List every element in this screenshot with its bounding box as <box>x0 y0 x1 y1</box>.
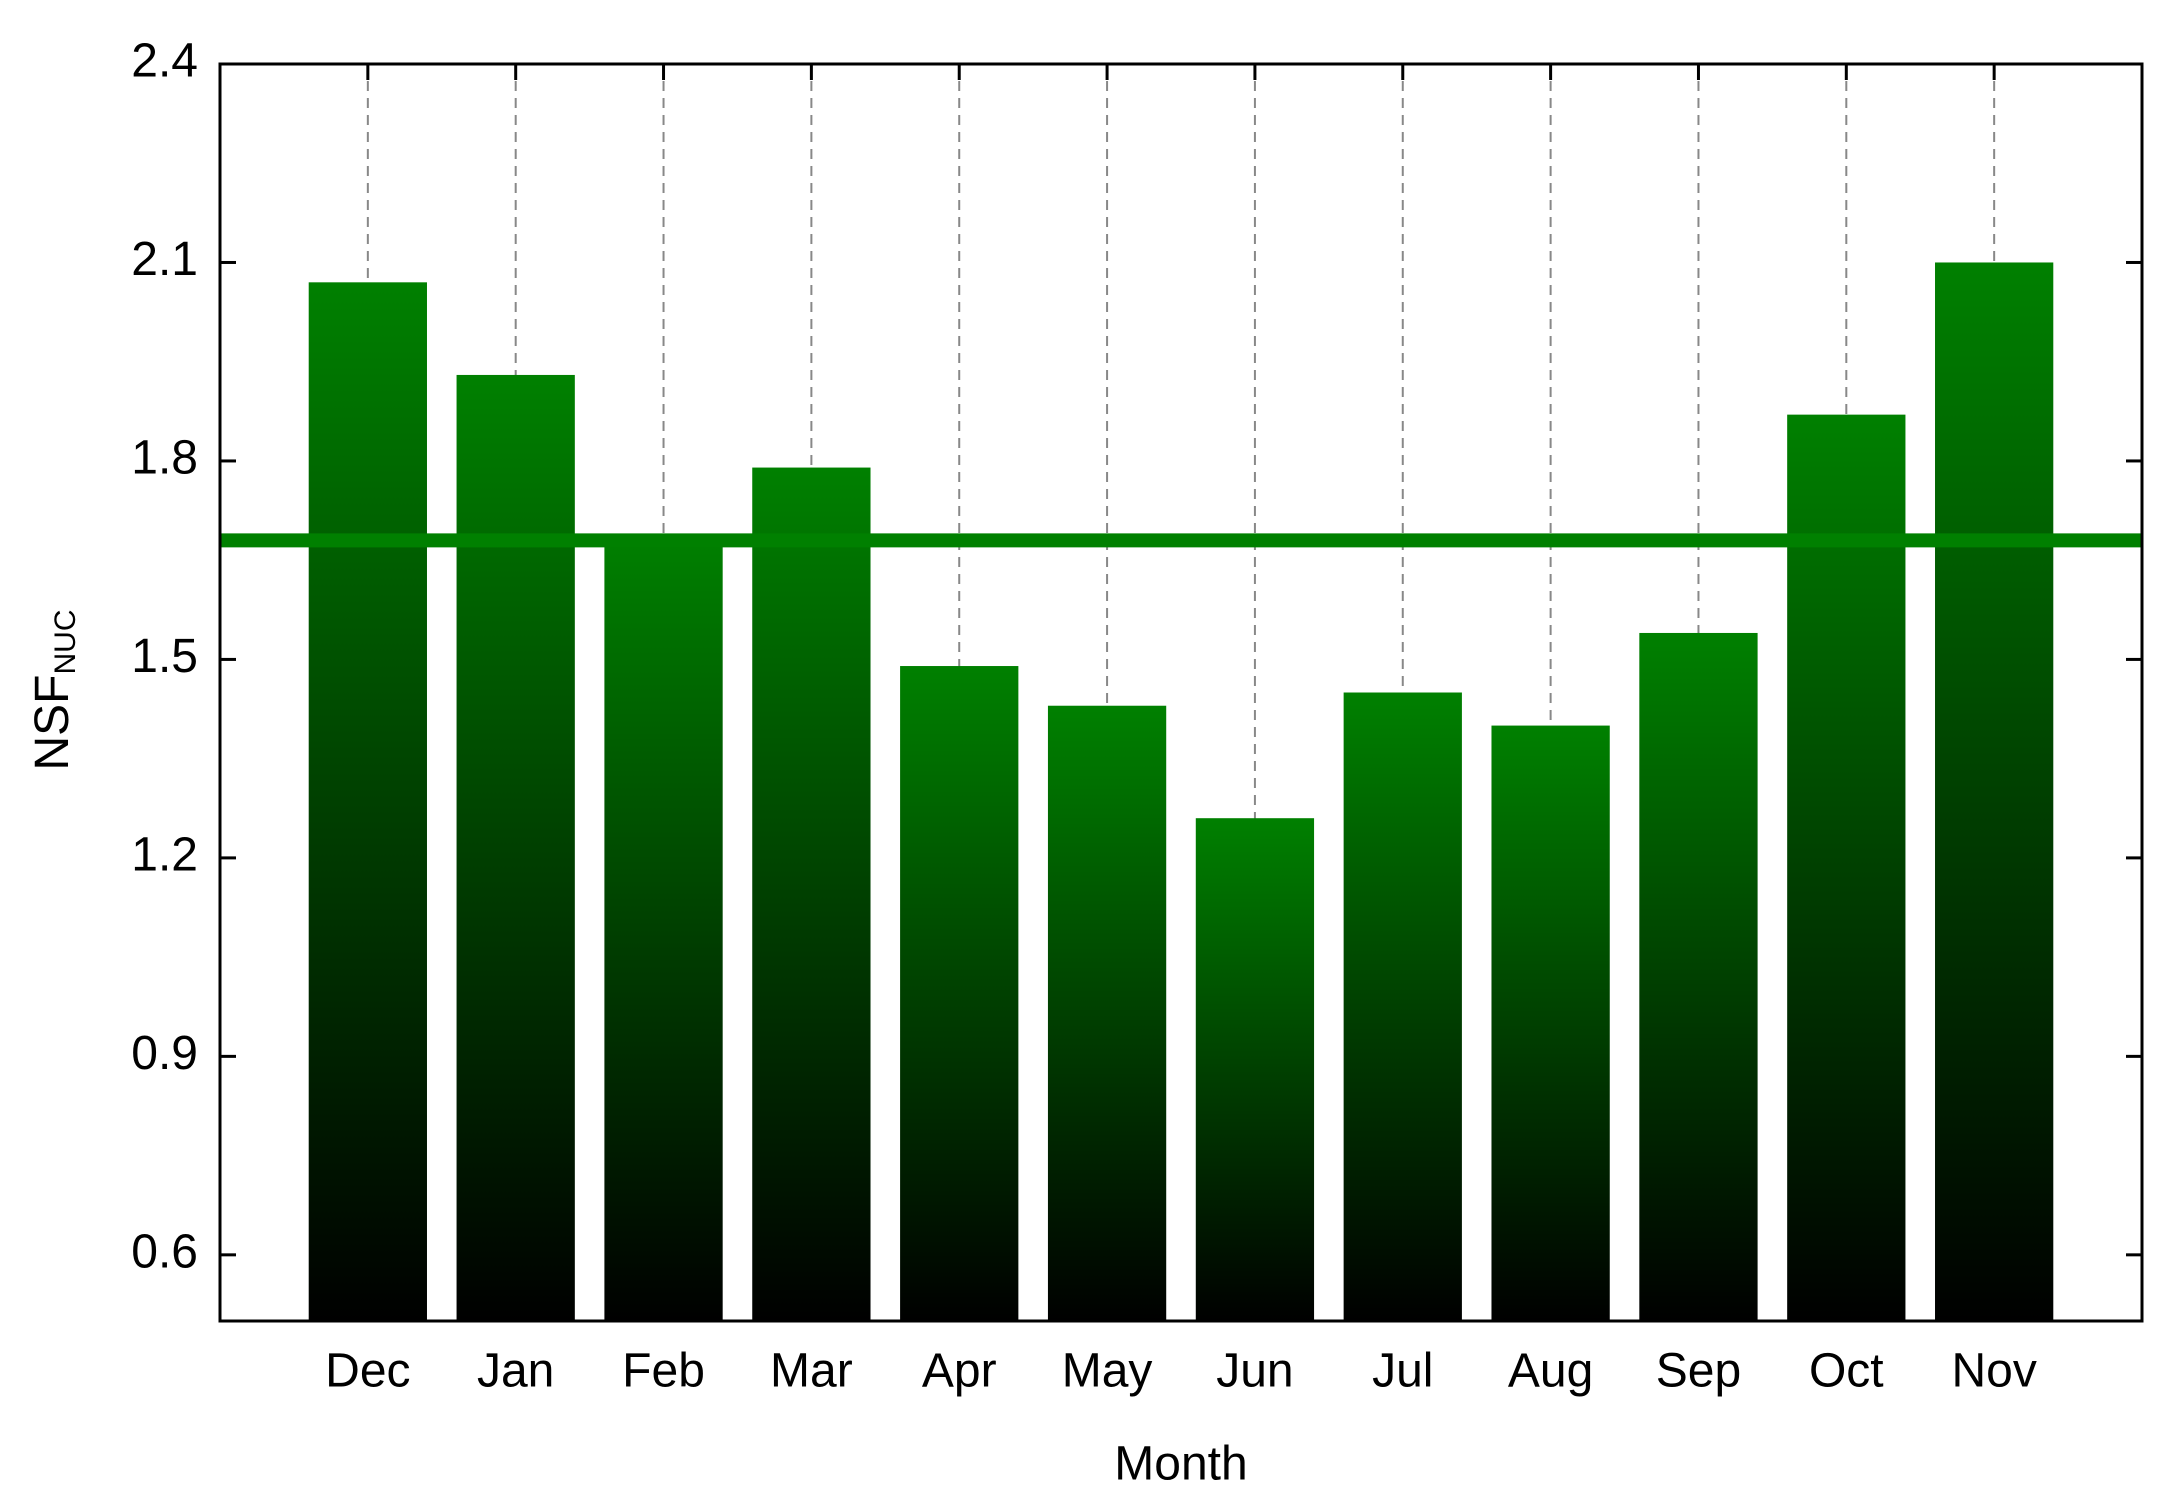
x-tick-label: Jun <box>1216 1345 1293 1398</box>
y-tick-label: 2.1 <box>131 233 198 286</box>
x-tick-label: Sep <box>1656 1345 1741 1398</box>
x-tick-label: Aug <box>1508 1345 1593 1398</box>
x-axis-label: Month <box>1114 1438 1247 1491</box>
x-tick-label: Dec <box>325 1345 410 1398</box>
x-tick-label: Jul <box>1372 1345 1433 1398</box>
bar <box>1343 692 1462 1321</box>
bar <box>1787 414 1906 1321</box>
bar <box>308 282 427 1321</box>
x-tick-label: Apr <box>922 1345 997 1398</box>
y-label-main: NSF <box>26 675 79 771</box>
bar <box>752 467 871 1321</box>
bar <box>1047 705 1167 1321</box>
bar <box>456 374 575 1321</box>
y-tick-label: 1.8 <box>131 432 198 485</box>
bar <box>1935 262 2054 1322</box>
y-tick-label: 0.6 <box>131 1226 198 1279</box>
y-axis-label: NSFNUC <box>26 610 82 771</box>
bar <box>900 666 1019 1321</box>
y-tick-label: 1.5 <box>131 630 198 683</box>
x-tick-label: Jan <box>477 1345 554 1398</box>
y-tick-label: 1.2 <box>131 829 198 882</box>
y-label-subscript: NUC <box>49 610 82 675</box>
bar <box>1491 725 1610 1321</box>
bar <box>604 533 723 1321</box>
plot-frame <box>218 62 2144 1323</box>
x-tick-label: Feb <box>622 1345 705 1398</box>
y-tick-label: 2.4 <box>131 35 198 88</box>
y-tick-label: 0.9 <box>131 1027 198 1080</box>
x-tick-label: Mar <box>770 1345 853 1398</box>
x-tick-label: May <box>1062 1345 1153 1398</box>
bar <box>1195 818 1315 1321</box>
bar <box>1639 632 1758 1321</box>
x-tick-label: Oct <box>1809 1345 1884 1398</box>
x-tick-label: Nov <box>1951 1345 2036 1398</box>
